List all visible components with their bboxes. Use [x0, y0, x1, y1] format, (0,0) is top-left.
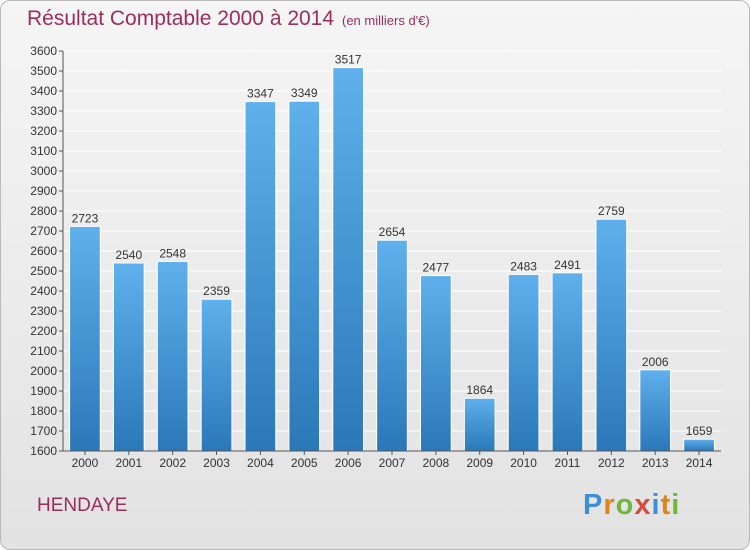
value-label-2005: 3349 [291, 86, 318, 100]
y-tick-label: 2500 [30, 264, 57, 278]
value-label-2006: 3517 [335, 53, 362, 67]
logo-letter: r [603, 489, 616, 521]
y-tick-label: 2200 [30, 324, 57, 338]
logo-letter: i [651, 489, 661, 521]
logo-letter: o [615, 489, 635, 521]
y-tick-label: 2400 [30, 284, 57, 298]
x-tick-label-2002: 2002 [159, 456, 186, 470]
logo-letter: x [634, 489, 652, 521]
x-tick-label-2007: 2007 [379, 456, 406, 470]
x-tick-label-2014: 2014 [686, 456, 713, 470]
bar-2008 [420, 275, 452, 452]
y-tick-label: 2800 [30, 204, 57, 218]
x-tick-label-2004: 2004 [247, 456, 274, 470]
x-tick-label-2013: 2013 [642, 456, 669, 470]
y-tick-label: 2700 [30, 224, 57, 238]
proxiti-logo[interactable]: Proxiti [583, 489, 680, 522]
bar-2005 [288, 100, 321, 452]
chart-title: Résultat Comptable 2000 à 2014 [27, 7, 335, 30]
logo-letter: t [660, 489, 672, 521]
value-label-2004: 3347 [247, 87, 274, 101]
value-label-2008: 2477 [423, 261, 450, 275]
axes: 1600 1700 1800 1900 2000 2100 2200 2300 2400 2500… [30, 44, 721, 470]
bars [69, 67, 715, 452]
value-label-2014: 1659 [686, 424, 713, 438]
bar-2011 [551, 272, 584, 452]
x-tick-label-2003: 2003 [203, 456, 230, 470]
bar-2000 [69, 225, 101, 452]
bar-2009 [463, 397, 496, 452]
y-tick-label: 1800 [30, 404, 57, 418]
value-label-2013: 2006 [642, 355, 669, 369]
y-tick-label: 1600 [30, 444, 57, 458]
y-tick-label: 2600 [30, 244, 57, 258]
value-label-2002: 2548 [159, 246, 186, 260]
y-tick-label: 3600 [30, 44, 57, 58]
bar-2012 [595, 218, 628, 452]
x-tick-label-2010: 2010 [510, 456, 537, 470]
value-label-2011: 2491 [554, 258, 581, 272]
logo-letter: P [583, 489, 604, 521]
bar-2014 [683, 438, 715, 452]
x-tick-label-2000: 2000 [72, 456, 99, 470]
x-tick-label-2011: 2011 [555, 456, 581, 470]
y-tick-label: 3400 [30, 84, 57, 98]
bar-2003 [200, 298, 233, 452]
bar-2001 [112, 262, 145, 452]
value-label-2001: 2540 [115, 248, 142, 262]
y-tick-label: 3000 [30, 164, 57, 178]
y-tick-label: 2900 [30, 184, 57, 198]
value-label-2007: 2654 [379, 225, 406, 239]
y-tick-label: 3300 [30, 104, 57, 118]
chart-subtitle: (en milliers d'€) [342, 13, 430, 28]
bar-2013 [639, 369, 672, 452]
bar-2002 [156, 260, 189, 452]
x-tick-label-2006: 2006 [335, 456, 362, 470]
value-label-2009: 1864 [466, 383, 493, 397]
y-tick-label: 1900 [30, 384, 57, 398]
y-tick-label: 3500 [30, 64, 57, 78]
y-tick-label: 2000 [30, 364, 57, 378]
y-tick-label: 2300 [30, 304, 57, 318]
x-tick-label-2001: 2001 [115, 456, 142, 470]
y-tick-label: 2100 [30, 344, 57, 358]
city-name: HENDAYE [37, 495, 128, 516]
y-tick-label: 3200 [30, 124, 57, 138]
y-tick-label: 1700 [30, 424, 57, 438]
data-labels: 2723 2540 2548 2359 3347 3349 3517 2654 2477 1864… [72, 53, 713, 439]
value-label-2010: 2483 [510, 259, 537, 273]
bar-2007 [376, 239, 408, 452]
y-tick-label: 3100 [30, 144, 57, 158]
value-label-2003: 2359 [203, 284, 230, 298]
x-tick-label-2008: 2008 [423, 456, 450, 470]
x-tick-label-2005: 2005 [291, 456, 318, 470]
x-tick-label-2009: 2009 [466, 456, 493, 470]
bar-2010 [507, 273, 540, 452]
bar-2004 [244, 101, 277, 452]
value-label-2000: 2723 [72, 211, 99, 225]
bar-2006 [332, 67, 364, 452]
logo-letter: i [671, 489, 681, 521]
x-tick-label-2012: 2012 [598, 456, 625, 470]
value-label-2012: 2759 [598, 204, 625, 218]
